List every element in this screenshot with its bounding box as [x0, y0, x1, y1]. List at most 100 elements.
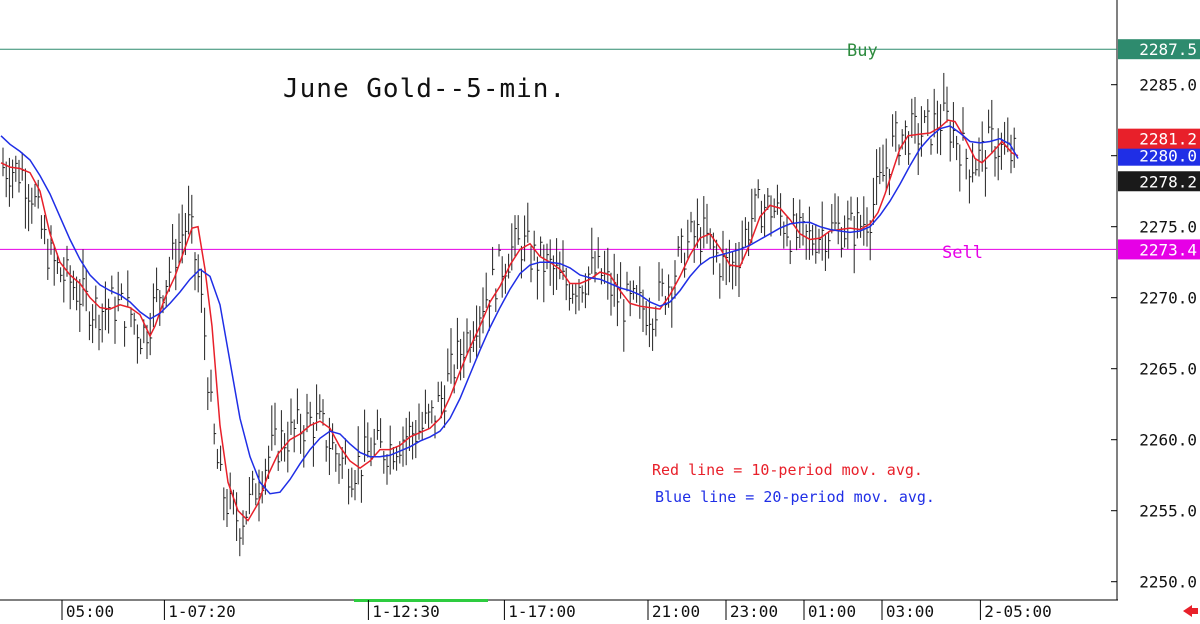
price-bar [316, 384, 319, 431]
price-bar [882, 144, 885, 182]
price-bar [613, 253, 617, 307]
price-bar [28, 184, 31, 232]
price-bar [568, 283, 572, 311]
price-bar [82, 249, 85, 307]
y-tick-label: 2275.0 [1139, 218, 1197, 237]
price-bar [984, 150, 988, 197]
x-tick-label: 1-17:00 [508, 602, 575, 620]
price-bar [978, 137, 981, 177]
price-bar [290, 398, 293, 435]
price-bar [178, 213, 181, 266]
price-bar [412, 421, 415, 460]
price-bar [37, 179, 41, 209]
price-tag-label: 2281.2 [1139, 130, 1197, 149]
price-bar [850, 196, 853, 221]
price-bar [156, 267, 159, 303]
price-bar [431, 400, 434, 424]
price-bar [184, 212, 188, 256]
price-bar [597, 237, 601, 269]
price-bar [1010, 134, 1013, 174]
x-tick-label: 01:00 [808, 602, 856, 620]
price-bar [271, 405, 274, 451]
x-tick-label: 2-05:00 [984, 602, 1051, 620]
scroll-arrow-icon[interactable] [1183, 605, 1198, 617]
price-bar [354, 470, 357, 501]
price-bar [104, 281, 108, 331]
price-bar [335, 444, 338, 472]
price-bar [172, 224, 175, 260]
price-bar [15, 155, 18, 182]
price-bar [79, 279, 82, 332]
buy-label: Buy [847, 41, 878, 61]
price-bar [693, 220, 697, 263]
price-bar [719, 263, 722, 299]
price-bar [319, 394, 322, 420]
price-bar [975, 158, 978, 176]
legend-red: Red line = 10-period mov. avg. [652, 461, 923, 479]
x-tick-label: 05:00 [66, 602, 114, 620]
price-bar [901, 129, 905, 150]
price-tag-box [1118, 39, 1200, 60]
price-bar [1004, 121, 1007, 155]
price-bar [194, 252, 197, 291]
price-bar [306, 393, 309, 433]
price-bar [456, 317, 460, 370]
price-bar [610, 272, 613, 316]
price-bar [348, 468, 351, 505]
price-bar [853, 216, 857, 274]
price-bar [85, 269, 89, 312]
price-bar [303, 425, 306, 468]
price-bar [917, 123, 921, 176]
price-bar [824, 235, 828, 271]
price-tag: 2273.4 [1118, 239, 1200, 260]
price-bar [581, 285, 585, 303]
price-bar [204, 307, 207, 361]
price-bar [706, 203, 709, 244]
price-bar [396, 447, 399, 471]
price-bar [920, 106, 924, 157]
price-bar [245, 510, 249, 525]
price-bar [223, 487, 226, 521]
price-bar [914, 97, 917, 144]
price-bar [796, 213, 799, 251]
price-bar [885, 138, 889, 191]
price-bar [181, 204, 185, 264]
price-bar [216, 448, 220, 469]
price-bar [2, 147, 5, 177]
price-bar [754, 188, 757, 222]
price-bar [136, 324, 140, 364]
price-bar [5, 161, 9, 198]
price-bar [117, 271, 121, 312]
price-tag-box [1118, 145, 1200, 166]
price-bar [114, 296, 117, 344]
price-bar [207, 377, 210, 411]
price-bar [680, 228, 684, 264]
price-bar [744, 217, 748, 247]
price-bar [968, 169, 972, 204]
price-tag-label: 2278.2 [1139, 172, 1197, 191]
price-bar [696, 198, 700, 248]
price-bar [540, 236, 543, 256]
price-bar [60, 267, 63, 283]
price-bar [424, 389, 428, 424]
price-bar [386, 454, 389, 485]
price-bar [876, 149, 879, 205]
price-bar [450, 328, 453, 384]
price-bar [466, 318, 469, 355]
price-bar [44, 214, 47, 245]
price-bar [98, 314, 101, 351]
price-bar [972, 143, 975, 183]
x-axis-highlight [354, 599, 488, 602]
price-bar [776, 184, 780, 215]
x-tick-label: 1-07:20 [168, 602, 235, 620]
x-tick-label: 03:00 [886, 602, 934, 620]
sell-label: Sell [942, 243, 983, 263]
price-bar [95, 285, 98, 329]
price-tag-label: 2280.0 [1139, 147, 1197, 166]
price-bar [834, 193, 837, 231]
price-bar [872, 177, 876, 225]
price-bar [725, 248, 729, 286]
price-bar [536, 256, 540, 300]
price-bar [328, 417, 332, 476]
